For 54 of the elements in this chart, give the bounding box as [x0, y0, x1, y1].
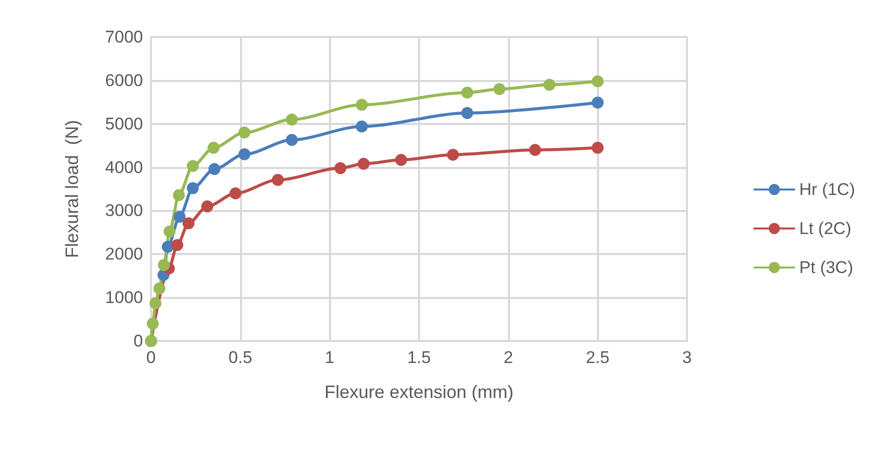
- point: [186, 182, 199, 194]
- point: [208, 163, 220, 176]
- point: [230, 187, 242, 200]
- x-tick-label: 2: [504, 348, 514, 367]
- point: [164, 226, 176, 238]
- y-axis-title: Flexural load (N): [62, 120, 82, 258]
- y-tick-label: 0: [134, 332, 143, 350]
- point: [461, 107, 474, 119]
- point: [286, 114, 298, 126]
- y-tick-label: 4000: [105, 158, 143, 177]
- y-tick-label: 6000: [105, 70, 143, 90]
- point: [182, 217, 195, 230]
- point: [153, 282, 166, 294]
- point: [174, 210, 186, 223]
- x-tick-label: 0: [146, 348, 156, 367]
- point: [358, 158, 370, 170]
- point: [461, 86, 474, 99]
- point: [172, 189, 185, 202]
- y-tick-label: 3000: [105, 201, 143, 220]
- point: [334, 162, 346, 174]
- point: [395, 154, 408, 166]
- y-tick-label: 7000: [105, 28, 143, 46]
- point: [149, 297, 162, 310]
- point: [201, 200, 214, 212]
- point: [238, 126, 250, 139]
- x-tick-label: 1: [324, 348, 334, 367]
- point: [272, 174, 284, 186]
- x-axis-title: Flexure extension (mm): [324, 382, 514, 402]
- point: [146, 318, 159, 330]
- point: [543, 78, 556, 91]
- legend-label: Pt (3C): [799, 258, 854, 277]
- point: [286, 134, 298, 146]
- point: [529, 144, 542, 156]
- point: [171, 239, 184, 252]
- y-tick-label: 5000: [105, 114, 143, 134]
- point: [158, 259, 170, 271]
- point: [356, 120, 368, 132]
- legend-label: Lt (2C): [799, 219, 852, 238]
- legend-label: Hr (1C): [799, 180, 856, 199]
- point: [186, 160, 199, 172]
- y-tick-label: 1000: [105, 288, 143, 308]
- point: [592, 142, 604, 154]
- point: [208, 142, 220, 154]
- point: [356, 98, 368, 111]
- x-tick-label: 3: [682, 348, 692, 367]
- point: [446, 148, 459, 161]
- point: [592, 75, 604, 88]
- point: [592, 96, 604, 109]
- y-tick-label: 2000: [105, 244, 143, 264]
- point: [493, 83, 506, 96]
- x-tick-label: 1.5: [407, 348, 431, 367]
- x-tick-label: 0.5: [228, 348, 252, 367]
- point: [238, 148, 250, 160]
- x-tick-label: 2.5: [586, 348, 610, 367]
